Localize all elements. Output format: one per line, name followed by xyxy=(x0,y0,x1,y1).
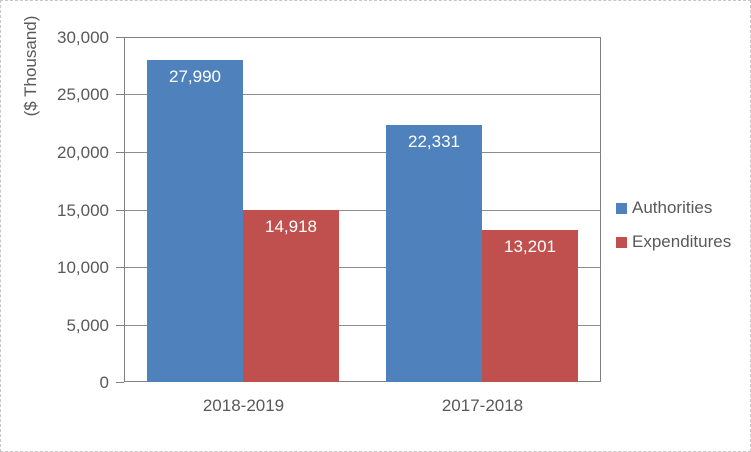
bar-authorities-2017-2018: 22,331 xyxy=(386,125,482,382)
y-gridline xyxy=(125,210,601,211)
legend-label: Expenditures xyxy=(632,232,732,251)
y-tick-label: 10,000 xyxy=(57,258,109,277)
y-gridline xyxy=(125,152,601,153)
y-axis-tick xyxy=(116,210,124,211)
y-tick-label: 25,000 xyxy=(57,85,109,104)
y-axis-tick xyxy=(116,152,124,153)
y-tick-label: 15,000 xyxy=(57,201,109,220)
legend-label: Authorities xyxy=(632,198,713,217)
x-category-label: 2018-2019 xyxy=(202,396,285,415)
y-axis-tick xyxy=(116,325,124,326)
data-label: 13,201 xyxy=(504,237,556,256)
y-tick-label: 20,000 xyxy=(57,143,109,162)
y-axis-tick xyxy=(116,37,124,38)
bar-authorities-2018-2019: 27,990 xyxy=(147,60,243,382)
data-label: 22,331 xyxy=(408,132,460,151)
legend-item-authorities: Authorities xyxy=(616,198,712,218)
y-axis-tick xyxy=(116,94,124,95)
y-tick-label: 5,000 xyxy=(66,316,109,335)
y-gridline xyxy=(125,325,601,326)
y-gridline xyxy=(125,94,601,95)
data-label: 14,918 xyxy=(265,217,317,236)
legend-item-expenditures: Expenditures xyxy=(616,232,731,252)
bar-expenditures-2018-2019: 14,918 xyxy=(243,210,339,382)
legend-swatch-authorities xyxy=(616,202,627,214)
bar-expenditures-2017-2018: 13,201 xyxy=(482,230,578,382)
y-gridline xyxy=(125,267,601,268)
y-tick-label: 30,000 xyxy=(57,28,109,47)
y-axis-tick xyxy=(116,382,124,383)
data-label: 27,990 xyxy=(169,67,221,86)
x-category-label: 2017-2018 xyxy=(441,396,524,415)
y-tick-label: 0 xyxy=(99,373,109,392)
y-axis-tick xyxy=(116,267,124,268)
legend-swatch-expenditures xyxy=(616,236,627,248)
